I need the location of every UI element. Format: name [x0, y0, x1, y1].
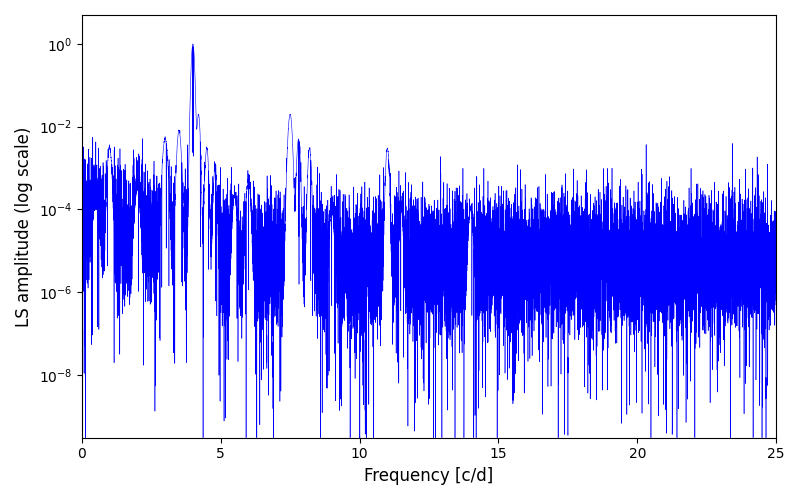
X-axis label: Frequency [c/d]: Frequency [c/d] [364, 467, 494, 485]
Y-axis label: LS amplitude (log scale): LS amplitude (log scale) [15, 126, 33, 326]
